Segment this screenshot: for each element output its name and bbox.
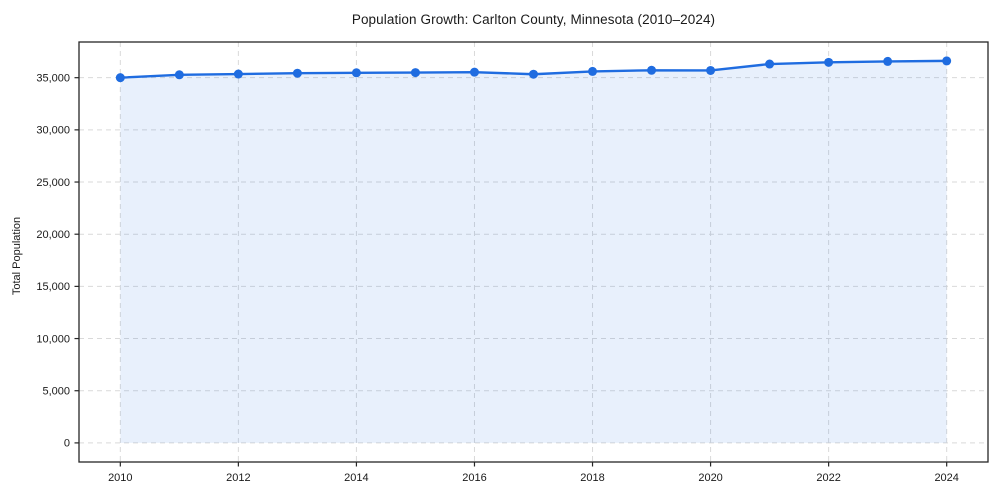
x-tick-label: 2010 <box>108 472 132 484</box>
data-point-2020 <box>706 65 716 75</box>
data-point-2017 <box>529 69 538 79</box>
data-point-2013 <box>292 68 302 78</box>
y-tick-label: 0 <box>64 438 70 450</box>
data-point-2019 <box>647 65 657 75</box>
x-tick-label: 2020 <box>698 472 722 484</box>
y-tick-label: 10,000 <box>36 333 70 345</box>
data-point-2011 <box>174 70 184 80</box>
data-point-2016 <box>469 67 479 77</box>
data-point-2023 <box>883 56 893 66</box>
x-tick-label: 2022 <box>816 472 840 484</box>
area-fill <box>120 60 947 443</box>
y-tick-label: 35,000 <box>36 72 70 84</box>
x-tick-label: 2014 <box>344 472 368 484</box>
y-tick-label: 20,000 <box>36 229 70 241</box>
data-point-2010 <box>115 73 125 83</box>
data-point-2018 <box>588 66 598 76</box>
y-tick-label: 25,000 <box>36 177 70 189</box>
data-point-2024 <box>942 56 952 66</box>
y-tick-label: 5,000 <box>42 386 70 398</box>
data-point-2021 <box>765 59 775 69</box>
chart-title: Population Growth: Carlton County, Minne… <box>351 12 716 27</box>
y-tick-label: 30,000 <box>36 125 70 137</box>
x-tick-label: 2016 <box>462 472 486 484</box>
x-tick-label: 2024 <box>934 472 958 484</box>
plot-border <box>78 41 989 463</box>
x-tick-label: 2012 <box>226 472 250 484</box>
data-point-2015 <box>410 68 420 78</box>
data-point-2014 <box>351 68 361 78</box>
x-tick-label: 2018 <box>580 472 604 484</box>
data-point-2012 <box>233 69 243 79</box>
data-point-2022 <box>824 57 834 67</box>
y-tick-label: 15,000 <box>36 281 70 293</box>
